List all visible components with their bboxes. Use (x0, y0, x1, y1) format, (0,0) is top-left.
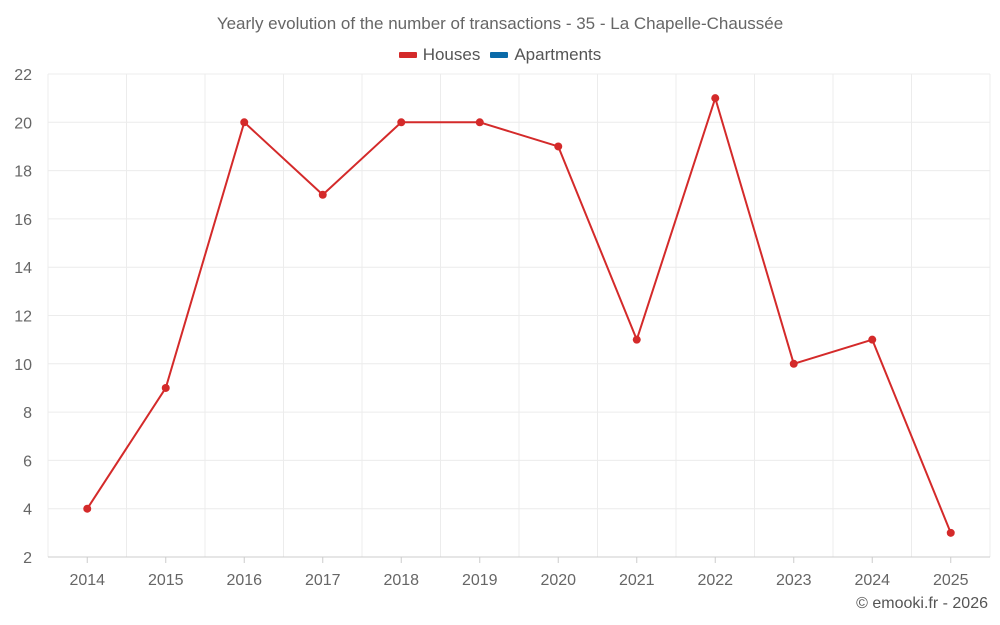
y-tick-label: 12 (14, 309, 32, 326)
x-tick-label: 2015 (148, 572, 184, 589)
y-tick-label: 18 (14, 164, 32, 181)
y-tick-label: 10 (14, 357, 32, 374)
y-tick-label: 2 (23, 550, 32, 567)
y-tick-label: 4 (23, 502, 32, 519)
data-point-houses-2020 (554, 142, 563, 151)
data-point-houses-2021 (632, 335, 641, 344)
x-tick-label: 2023 (776, 572, 812, 589)
y-tick-label: 8 (23, 405, 32, 422)
data-point-houses-2025 (946, 528, 955, 537)
data-point-houses-2016 (240, 118, 249, 127)
data-point-houses-2015 (161, 383, 170, 392)
x-tick-label: 2020 (540, 572, 576, 589)
legend-label-apartments: Apartments (514, 45, 602, 64)
data-point-houses-2019 (475, 118, 484, 127)
x-tick-label: 2019 (462, 572, 498, 589)
y-tick-label: 20 (14, 115, 32, 132)
data-point-houses-2014 (83, 504, 92, 513)
credit: © emooki.fr - 2026 (856, 595, 988, 612)
y-tick-label: 14 (14, 260, 32, 277)
x-tick-label: 2024 (854, 572, 890, 589)
data-point-houses-2023 (789, 359, 798, 368)
x-tick-label: 2022 (697, 572, 733, 589)
legend-item-apartments[interactable]: Apartments (490, 45, 601, 65)
x-tick-label: 2018 (383, 572, 419, 589)
data-point-houses-2024 (868, 335, 877, 344)
data-point-houses-2018 (397, 118, 406, 127)
legend: Houses Apartments (0, 45, 1000, 65)
chart-title: Yearly evolution of the number of transa… (216, 14, 784, 33)
x-tick-label: 2025 (933, 572, 969, 589)
x-tick-label: 2017 (305, 572, 341, 589)
x-tick-label: 2014 (69, 572, 105, 589)
legend-label-houses: Houses (422, 45, 481, 64)
y-tick-label: 16 (14, 212, 32, 229)
legend-swatch-houses (398, 52, 417, 58)
legend-swatch-apartments (490, 52, 509, 58)
series-line-houses (86, 97, 952, 534)
data-point-houses-2017 (318, 190, 327, 199)
y-tick-label: 22 (14, 67, 32, 84)
legend-item-houses[interactable]: Houses (398, 45, 481, 65)
x-tick-label: 2016 (226, 572, 262, 589)
y-tick-label: 6 (23, 453, 32, 470)
x-tick-label: 2021 (619, 572, 655, 589)
data-point-houses-2022 (711, 94, 720, 103)
